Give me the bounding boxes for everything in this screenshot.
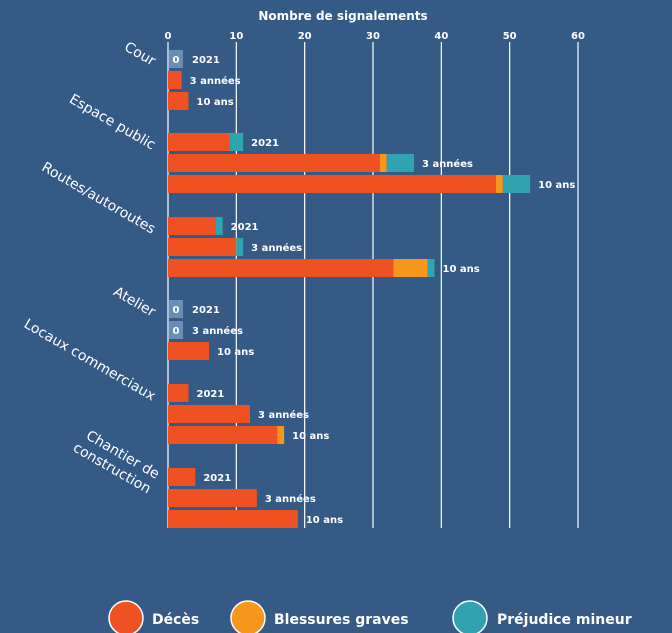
bar-segment-Blessures graves — [277, 426, 285, 444]
bar-segment-Décès — [168, 71, 182, 89]
group-label: Atelier — [111, 284, 159, 321]
zero-value-label: 0 — [173, 326, 180, 337]
legend-label: Blessures graves — [274, 612, 409, 628]
bar-segment-Blessures graves — [496, 175, 503, 193]
bar-period-label: 3 années — [251, 242, 302, 254]
zero-value-label: 0 — [173, 55, 180, 66]
bar-segment-Décès — [168, 342, 209, 360]
legend-label: Décès — [152, 612, 199, 628]
group-label: Locaux commerciaux — [21, 316, 158, 404]
legend-swatch — [108, 600, 144, 633]
bar-period-label: 10 ans — [217, 347, 254, 358]
bar-segment-Décès — [168, 489, 257, 507]
legend-swatch — [230, 600, 266, 633]
bar-period-label: 2021 — [192, 55, 220, 66]
bar-segment-Décès — [168, 133, 230, 151]
legend-swatch — [452, 600, 488, 633]
legend-label: Préjudice mineur — [497, 612, 632, 628]
x-tick-label: 50 — [503, 31, 517, 42]
bar-period-label: 3 années — [422, 158, 473, 170]
bar-segment-Décès — [168, 405, 250, 423]
empty-bar-placeholder — [169, 321, 183, 339]
bar-segment-Décès — [168, 175, 496, 193]
x-tick-label: 30 — [366, 31, 380, 42]
bar-segment-Blessures graves — [393, 259, 428, 277]
group-label: Chantier deconstruction — [70, 425, 162, 497]
bar-segment-Préjudice mineur — [215, 217, 223, 235]
bar-period-label: 10 ans — [292, 431, 329, 442]
bar-segment-Décès — [168, 384, 189, 402]
zero-value-label: 0 — [173, 305, 180, 316]
bar-period-label: 10 ans — [443, 264, 480, 275]
x-tick-label: 20 — [298, 31, 312, 42]
x-axis-title: Nombre de signalements — [258, 9, 427, 23]
x-tick-labels: 0 10 20 30 40 50 60 — [165, 31, 585, 42]
bar-period-label: 10 ans — [306, 515, 343, 526]
bar-period-label: 3 années — [265, 493, 316, 505]
empty-bar-placeholder — [169, 300, 183, 318]
x-tick-label: 0 — [165, 31, 172, 42]
bar-segment-Préjudice mineur — [386, 154, 414, 172]
group-label: Espace public — [66, 91, 158, 153]
bar-segment-Décès — [168, 217, 216, 235]
x-tick-label: 10 — [229, 31, 243, 42]
empty-bar-placeholder — [169, 50, 183, 68]
bar-period-label: 2021 — [231, 222, 259, 233]
bar-period-label: 2021 — [203, 473, 231, 484]
legend: Décès Blessures graves Préjudice mineur — [108, 600, 632, 633]
bar-segment-Décès — [168, 238, 237, 256]
bar-segment-Décès — [168, 510, 298, 528]
bar-segment-Décès — [168, 426, 278, 444]
bar-period-label: 2021 — [197, 389, 225, 400]
bar-period-label: 3 années — [190, 75, 241, 87]
bar-segment-Décès — [168, 468, 196, 486]
bar-segment-Préjudice mineur — [502, 175, 531, 193]
bar-segment-Préjudice mineur — [229, 133, 244, 151]
bar-period-label: 10 ans — [538, 180, 575, 191]
bar-segment-Blessures graves — [379, 154, 387, 172]
bar-segment-Préjudice mineur — [427, 259, 435, 277]
bar-period-label: 3 années — [192, 325, 243, 337]
bar-period-label: 10 ans — [197, 97, 234, 108]
group-label: Cour — [121, 39, 158, 69]
grid-layer — [167, 42, 579, 528]
bars-layer: 0 2021 3 années 10 ans 2021 3 années 10 ans 202… — [168, 50, 575, 528]
bar-period-label: 2021 — [192, 305, 220, 316]
bar-segment-Décès — [168, 154, 380, 172]
group-label: Routes/autoroutes — [39, 159, 158, 237]
x-tick-label: 60 — [571, 31, 585, 42]
bar-period-label: 3 années — [258, 409, 309, 421]
bar-segment-Préjudice mineur — [236, 238, 244, 256]
bar-segment-Décès — [168, 92, 189, 110]
bar-period-label: 2021 — [251, 138, 279, 149]
x-tick-label: 40 — [434, 31, 448, 42]
bar-segment-Décès — [168, 259, 394, 277]
